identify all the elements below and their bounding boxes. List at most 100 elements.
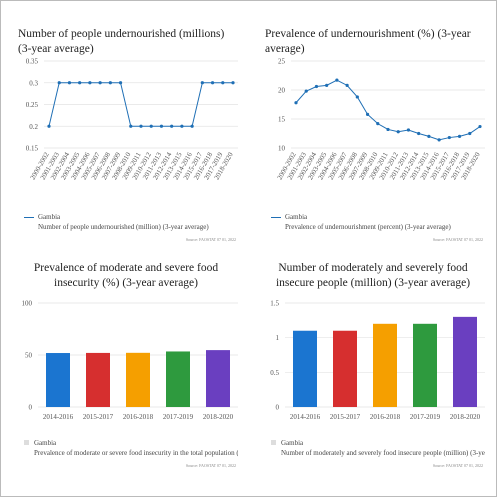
point	[355, 95, 359, 99]
point	[129, 124, 133, 128]
point	[170, 124, 174, 128]
point	[200, 81, 204, 85]
point	[406, 128, 411, 132]
legend-label: Gambia	[34, 439, 57, 447]
x-tick-label: 2018-2020	[203, 413, 234, 421]
y-tick-label: 100	[22, 300, 33, 308]
legend-swatch	[271, 440, 276, 445]
point	[335, 78, 339, 82]
point	[231, 81, 235, 85]
point	[325, 83, 329, 87]
plot: 0.150.20.250.30.352000-20022001-20032002…	[26, 58, 238, 181]
point	[457, 134, 462, 138]
y-tick-label: 0.2	[29, 123, 38, 131]
y-tick-label: 50	[25, 352, 33, 360]
x-tick-label: 2017-2019	[410, 413, 441, 421]
y-tick-label: 0.25	[26, 101, 39, 109]
point	[108, 81, 112, 85]
legend-swatch	[24, 216, 34, 218]
bar	[86, 352, 110, 407]
point	[294, 101, 298, 105]
chart-title: Number of moderately and severely food i…	[275, 262, 471, 289]
x-tick-label: 2017-2019	[163, 413, 194, 421]
legend-swatch	[24, 440, 29, 445]
chart-panel: Number of moderately and severely food i…	[251, 253, 491, 493]
y-tick-label: 0.5	[270, 369, 279, 377]
y-tick-label: 0.15	[26, 145, 39, 153]
plot: 0 50 100 2014-2016 2015-2017 2016-2018 2017-20…	[22, 300, 238, 421]
legend-description: Prevalence of undernourishment (percent)…	[285, 223, 451, 231]
legend-swatch	[271, 216, 281, 218]
bar	[46, 353, 70, 407]
y-tick-label: 25	[278, 58, 286, 66]
x-tick-label: 2018-2020	[450, 413, 481, 421]
x-tick-label: 2014-2016	[43, 413, 74, 421]
bar	[206, 350, 230, 407]
chart-panel: Number of people undernourished (million…	[4, 19, 244, 259]
x-tick-label: 2015-2017	[330, 413, 361, 421]
point	[396, 130, 400, 134]
point	[98, 81, 102, 85]
bar	[166, 351, 190, 407]
chart-title: Number of people undernourished (million…	[18, 28, 225, 55]
y-tick-label: 0	[29, 404, 33, 412]
point	[67, 81, 72, 85]
point	[365, 112, 370, 116]
source-note: Source: FAOSTAT 07 01, 2022	[432, 463, 483, 468]
legend-entry: Gambia	[24, 439, 238, 447]
bar	[293, 330, 317, 407]
y-tick-label: 0	[276, 404, 280, 412]
point	[437, 138, 441, 142]
point	[447, 135, 451, 140]
chart-panel: Prevalence of moderate and severe food i…	[4, 253, 244, 493]
point	[386, 127, 390, 132]
chart-panel: Prevalence of undernourishment (%) (3-ye…	[251, 19, 491, 259]
y-tick-label: 15	[278, 116, 286, 124]
point	[139, 124, 143, 128]
chart-title: Prevalence of moderate and severe food i…	[33, 262, 219, 289]
source-note: Source: FAOSTAT 07 01, 2022	[432, 237, 483, 242]
legend-description: Prevalence of moderate or severe food in…	[34, 449, 238, 457]
y-tick-label: 0.35	[26, 58, 39, 66]
point	[180, 124, 184, 128]
point	[88, 81, 92, 85]
x-tick-label: 2014-2016	[290, 413, 321, 421]
y-tick-label: 10	[278, 145, 286, 153]
point	[118, 81, 123, 85]
bar	[126, 352, 150, 407]
legend-entry: Gambia	[271, 213, 485, 221]
point	[376, 122, 380, 126]
y-tick-label: 20	[278, 87, 286, 95]
legend-label: Gambia	[285, 213, 308, 221]
point	[304, 89, 308, 93]
y-tick-label: 1	[276, 334, 280, 342]
point	[159, 124, 164, 128]
y-tick-label: 1.5	[270, 300, 279, 308]
legend-description: Number of moderately and severely food i…	[281, 449, 485, 457]
point	[149, 124, 153, 128]
point	[417, 131, 421, 136]
plot: 0 0.5 1 1.5 2014-2016 2015-2017 2016-2018 2017-…	[270, 300, 485, 421]
legend-entry: Gambia	[24, 213, 238, 221]
chart-title: Prevalence of undernourishment (%) (3-ye…	[265, 28, 471, 55]
bar	[373, 323, 397, 407]
legend-description: Number of people undernourished (million…	[38, 223, 209, 231]
point	[221, 81, 225, 85]
point	[314, 84, 319, 89]
point	[190, 124, 194, 128]
point	[78, 81, 82, 85]
point	[478, 124, 482, 129]
bar	[333, 330, 357, 407]
source-note: Source: FAOSTAT 07 01, 2022	[185, 463, 236, 468]
plot: 101520252000-20022001-20032002-20042003-…	[276, 58, 485, 181]
point	[47, 124, 51, 128]
x-tick-label: 2016-2018	[123, 413, 154, 421]
source-note: Source: FAOSTAT 07 01, 2022	[185, 237, 236, 242]
bar	[453, 316, 477, 407]
point	[468, 131, 472, 136]
point	[57, 81, 61, 85]
x-tick-label: 2015-2017	[83, 413, 114, 421]
legend-label: Gambia	[281, 439, 304, 447]
bar	[413, 323, 437, 407]
